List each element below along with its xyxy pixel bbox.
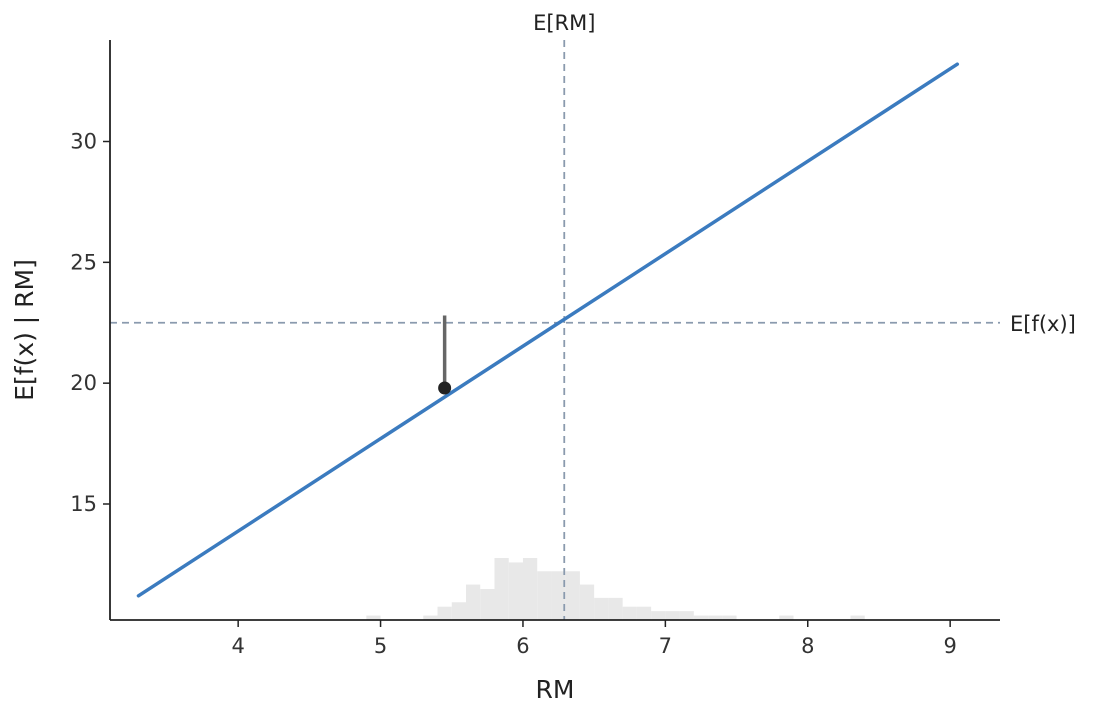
histogram-bar <box>565 571 580 620</box>
histogram-bar <box>708 615 723 620</box>
axes: 4 5 6 7 8 9 15 20 25 30 <box>70 40 1000 658</box>
vertical-reference-label: E[RM] <box>533 11 595 35</box>
histogram-bar <box>366 615 381 620</box>
histogram-bar <box>579 584 595 620</box>
histogram-bar <box>636 606 652 620</box>
reference-lines <box>110 40 1000 620</box>
series-line <box>136 62 960 598</box>
x-tick-label: 4 <box>231 634 244 658</box>
histogram-bar <box>508 562 523 620</box>
histogram-bar <box>522 558 538 620</box>
histogram-bar <box>551 571 566 620</box>
y-tick-label: 30 <box>70 130 97 154</box>
y-tick-label: 20 <box>70 371 97 395</box>
highlight <box>438 315 452 395</box>
histogram-bar <box>622 606 637 620</box>
histogram-bar <box>537 571 552 620</box>
x-tick-label: 5 <box>374 634 387 658</box>
x-tick-label: 8 <box>801 634 814 658</box>
histogram-bar <box>608 597 623 620</box>
histogram <box>366 558 865 620</box>
histogram-bar <box>651 611 666 620</box>
histogram-bar <box>494 558 509 620</box>
histogram-bar <box>451 602 466 620</box>
histogram-bar <box>679 611 694 620</box>
x-tick-label: 6 <box>516 634 529 658</box>
series-layer <box>136 62 960 598</box>
x-tick-label: 9 <box>943 634 956 658</box>
histogram-bar <box>779 615 794 620</box>
labels: RM E[f(x) | RM] E[RM] E[f(x)] <box>10 11 1076 704</box>
histogram-bar <box>722 615 737 620</box>
x-tick-label: 7 <box>659 634 672 658</box>
histogram-bar <box>466 584 481 620</box>
histogram-bar <box>437 606 452 620</box>
histogram-bar <box>480 589 495 620</box>
histogram-bar <box>423 615 438 620</box>
y-axis-title: E[f(x) | RM] <box>10 259 39 401</box>
highlight-point <box>438 381 452 395</box>
histogram-bar <box>665 611 680 620</box>
y-tick-label: 15 <box>70 492 97 516</box>
x-axis-title: RM <box>536 675 575 704</box>
histogram-bar <box>594 597 609 620</box>
y-tick-label: 25 <box>70 250 97 274</box>
horizontal-reference-label: E[f(x)] <box>1010 312 1076 336</box>
histogram-bar <box>693 615 709 620</box>
histogram-bar <box>850 615 865 620</box>
